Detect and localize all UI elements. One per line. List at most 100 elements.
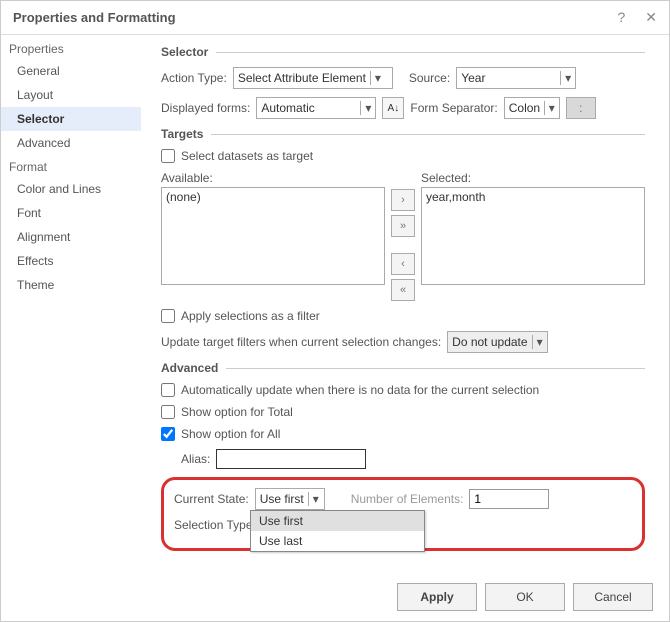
help-icon[interactable]: ? bbox=[617, 9, 625, 26]
close-icon[interactable]: ✕ bbox=[645, 9, 657, 26]
cancel-button[interactable]: Cancel bbox=[573, 583, 653, 611]
move-left-button[interactable]: ‹ bbox=[391, 253, 415, 275]
row-displayed-forms: Displayed forms: Automatic▾ A↓ Form Sepa… bbox=[161, 97, 645, 119]
section-selector-label: Selector bbox=[161, 45, 208, 59]
sidebar-group-format: Format bbox=[1, 155, 141, 177]
selected-label: Selected: bbox=[421, 171, 645, 185]
row-select-datasets: Select datasets as target bbox=[161, 149, 645, 163]
apply-filter-input[interactable] bbox=[161, 309, 175, 323]
source-select[interactable]: Year ▾ bbox=[456, 67, 576, 89]
displayed-forms-label: Displayed forms: bbox=[161, 101, 250, 115]
dialog-body: Properties General Layout Selector Advan… bbox=[1, 35, 669, 569]
chevron-down-icon: ▾ bbox=[560, 71, 571, 85]
sort-button[interactable]: A↓ bbox=[382, 97, 404, 119]
source-value: Year bbox=[461, 71, 556, 85]
sidebar-item-alignment[interactable]: Alignment bbox=[1, 225, 141, 249]
current-state-select[interactable]: Use first ▾ bbox=[255, 488, 325, 510]
row-show-total: Show option for Total bbox=[161, 405, 645, 419]
dropdown-opt-use-last[interactable]: Use last bbox=[251, 531, 424, 551]
current-state-value: Use first bbox=[260, 492, 304, 506]
selection-type-label: Selection Type bbox=[174, 518, 253, 532]
selected-col: Selected: year,month bbox=[421, 171, 645, 301]
action-type-value: Select Attribute Element bbox=[238, 71, 366, 85]
apply-button[interactable]: Apply bbox=[397, 583, 477, 611]
apply-filter-label: Apply selections as a filter bbox=[181, 309, 320, 323]
action-type-select[interactable]: Select Attribute Element▾ bbox=[233, 67, 393, 89]
section-targets-title: Targets bbox=[161, 127, 645, 141]
available-col: Available: (none) bbox=[161, 171, 385, 301]
select-datasets-label: Select datasets as target bbox=[181, 149, 313, 163]
form-separator-value: Colon bbox=[509, 101, 540, 115]
targets-lists: Available: (none) › » ‹ « Selected: bbox=[161, 171, 645, 301]
sidebar: Properties General Layout Selector Advan… bbox=[1, 35, 141, 569]
num-elements-input[interactable] bbox=[469, 489, 549, 509]
current-state-dropdown[interactable]: Use first Use last bbox=[250, 510, 425, 552]
row-current-state: Current State: Use first ▾ Number of Elem… bbox=[174, 488, 632, 510]
apply-filter-checkbox[interactable]: Apply selections as a filter bbox=[161, 309, 320, 323]
displayed-forms-select[interactable]: Automatic▾ bbox=[256, 97, 376, 119]
update-label: Update target filters when current selec… bbox=[161, 335, 441, 349]
sidebar-item-advanced[interactable]: Advanced bbox=[1, 131, 141, 155]
sidebar-item-general[interactable]: General bbox=[1, 59, 141, 83]
show-total-checkbox[interactable]: Show option for Total bbox=[161, 405, 293, 419]
source-label: Source: bbox=[409, 71, 450, 85]
content: Selector Action Type: Select Attribute E… bbox=[141, 35, 669, 569]
chevron-down-icon: ▾ bbox=[308, 492, 319, 506]
dialog-title: Properties and Formatting bbox=[13, 10, 176, 25]
form-separator-label: Form Separator: bbox=[410, 101, 497, 115]
select-datasets-checkbox[interactable]: Select datasets as target bbox=[161, 149, 313, 163]
alias-input[interactable] bbox=[216, 449, 366, 469]
alias-label: Alias: bbox=[181, 452, 210, 466]
row-show-all: Show option for All bbox=[161, 427, 645, 441]
sidebar-item-theme[interactable]: Theme bbox=[1, 273, 141, 297]
update-value: Do not update bbox=[452, 335, 527, 349]
sidebar-item-selector[interactable]: Selector bbox=[1, 107, 141, 131]
titlebar-buttons: ? ✕ bbox=[617, 9, 657, 26]
show-total-label: Show option for Total bbox=[181, 405, 293, 419]
footer: Apply OK Cancel bbox=[1, 573, 669, 621]
move-all-right-button[interactable]: » bbox=[391, 215, 415, 237]
show-all-input[interactable] bbox=[161, 427, 175, 441]
selected-listbox[interactable]: year,month bbox=[421, 187, 645, 285]
update-select[interactable]: Do not update ▾ bbox=[447, 331, 547, 353]
move-all-left-button[interactable]: « bbox=[391, 279, 415, 301]
row-apply-filter: Apply selections as a filter bbox=[161, 309, 645, 323]
auto-update-checkbox[interactable]: Automatically update when there is no da… bbox=[161, 383, 539, 397]
sidebar-group-properties: Properties bbox=[1, 37, 141, 59]
sidebar-item-color-lines[interactable]: Color and Lines bbox=[1, 177, 141, 201]
highlight-region: Current State: Use first ▾ Number of Elem… bbox=[161, 477, 645, 551]
current-state-label: Current State: bbox=[174, 492, 249, 506]
show-all-label: Show option for All bbox=[181, 427, 280, 441]
section-advanced-title: Advanced bbox=[161, 361, 645, 375]
sidebar-item-layout[interactable]: Layout bbox=[1, 83, 141, 107]
chevron-down-icon: ▾ bbox=[360, 101, 371, 115]
form-separator-select[interactable]: Colon ▾ bbox=[504, 97, 560, 119]
dialog: Properties and Formatting ? ✕ Properties… bbox=[0, 0, 670, 622]
auto-update-label: Automatically update when there is no da… bbox=[181, 383, 539, 397]
show-total-input[interactable] bbox=[161, 405, 175, 419]
move-buttons: › » ‹ « bbox=[391, 171, 415, 301]
action-type-label: Action Type: bbox=[161, 71, 227, 85]
row-update-mode: Update target filters when current selec… bbox=[161, 331, 645, 353]
selected-item[interactable]: year,month bbox=[426, 190, 640, 204]
section-selector-title: Selector bbox=[161, 45, 645, 59]
sidebar-item-effects[interactable]: Effects bbox=[1, 249, 141, 273]
available-label: Available: bbox=[161, 171, 385, 185]
dropdown-opt-use-first[interactable]: Use first bbox=[251, 511, 424, 531]
available-listbox[interactable]: (none) bbox=[161, 187, 385, 285]
separator-swatch: : bbox=[566, 97, 596, 119]
row-action-source: Action Type: Select Attribute Element▾ S… bbox=[161, 67, 645, 89]
chevron-down-icon: ▾ bbox=[532, 335, 543, 349]
show-all-checkbox[interactable]: Show option for All bbox=[161, 427, 280, 441]
row-alias: Alias: bbox=[181, 449, 645, 469]
row-auto-update: Automatically update when there is no da… bbox=[161, 383, 645, 397]
select-datasets-input[interactable] bbox=[161, 149, 175, 163]
auto-update-input[interactable] bbox=[161, 383, 175, 397]
sidebar-item-font[interactable]: Font bbox=[1, 201, 141, 225]
num-elements-label: Number of Elements: bbox=[351, 492, 464, 506]
move-right-button[interactable]: › bbox=[391, 189, 415, 211]
titlebar: Properties and Formatting ? ✕ bbox=[1, 1, 669, 35]
chevron-down-icon: ▾ bbox=[544, 101, 555, 115]
ok-button[interactable]: OK bbox=[485, 583, 565, 611]
available-item[interactable]: (none) bbox=[166, 190, 380, 204]
